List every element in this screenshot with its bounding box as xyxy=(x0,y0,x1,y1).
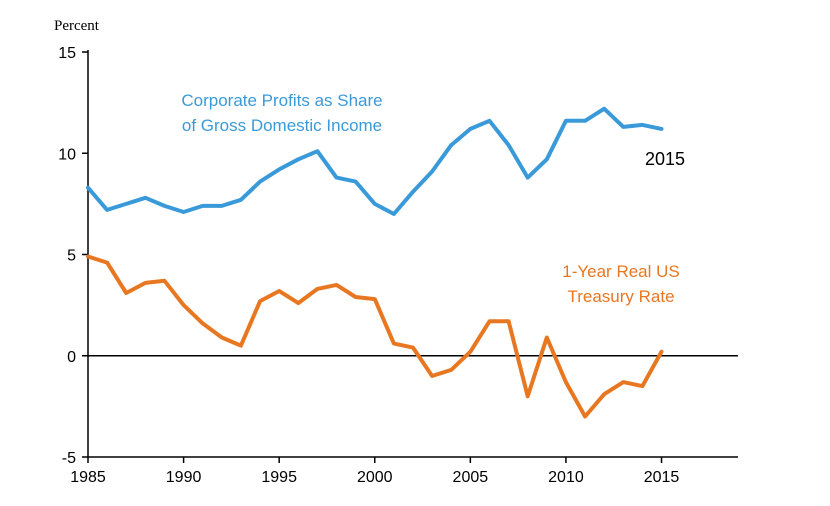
x-tick-label: 2005 xyxy=(453,469,489,486)
x-tick-label: 1990 xyxy=(166,469,202,486)
treasury-rate-series-label: 1-Year Real US xyxy=(562,262,680,281)
y-axis-unit-label: Percent xyxy=(54,18,100,34)
y-tick-label: 10 xyxy=(58,146,76,163)
y-tick-label: -5 xyxy=(62,450,76,467)
profits-series-label: of Gross Domestic Income xyxy=(182,116,382,135)
x-tick-label: 2000 xyxy=(357,469,393,486)
y-tick-label: 15 xyxy=(58,45,76,62)
axes xyxy=(87,50,738,458)
y-tick-label: 0 xyxy=(67,349,76,366)
series-lines xyxy=(86,106,664,419)
x-tick-label: 2010 xyxy=(548,469,584,486)
series-labels: Corporate Profits as Share of Gross Domes… xyxy=(181,91,679,306)
axis-ticks: 15 10 5 0 -5 1985 1990 1995 2000 2005 2010 2015 xyxy=(58,45,679,486)
end-year-annotation: 2015 xyxy=(645,149,685,169)
treasury-rate-series-label: Treasury Rate xyxy=(567,287,674,306)
treasury-rate-series-line xyxy=(86,254,664,419)
x-tick-label: 1985 xyxy=(70,469,106,486)
x-tick-label: 1995 xyxy=(261,469,297,486)
y-tick-label: 5 xyxy=(67,248,76,265)
profits-series-label: Corporate Profits as Share xyxy=(181,91,382,110)
x-tick-label: 2015 xyxy=(644,469,680,486)
profits-series-line xyxy=(86,106,664,216)
